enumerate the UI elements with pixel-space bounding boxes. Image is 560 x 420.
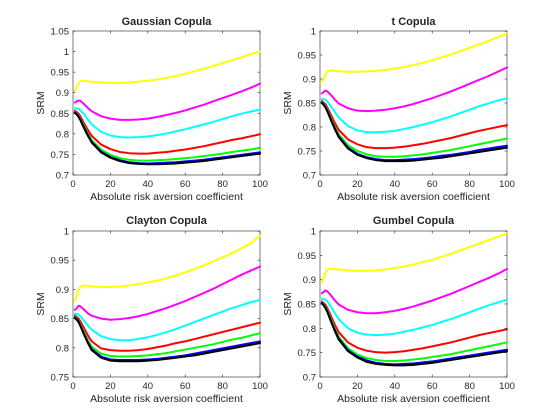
series-line-2 [73, 265, 261, 321]
x-tick-label: 100 [252, 381, 268, 392]
x-tick-label: 20 [352, 179, 363, 190]
x-tick-label: 40 [143, 381, 154, 392]
x-tick-label: 100 [252, 179, 268, 190]
y-tick-label: 0.75 [298, 348, 317, 359]
y-tick-label: 1 [64, 227, 69, 238]
y-tick-label: 0.7 [303, 373, 316, 384]
y-tick-label: 0.75 [51, 150, 70, 161]
y-tick-label: 0.8 [303, 324, 316, 335]
y-tick-label: 0.9 [303, 75, 316, 86]
x-tick-label: 20 [105, 179, 116, 190]
y-axis-label-clayton: SRM [35, 292, 47, 315]
y-tick-label: 0.85 [51, 314, 70, 325]
series-line-1 [320, 32, 508, 83]
x-tick-label: 80 [217, 179, 228, 190]
x-tick-label: 40 [390, 381, 401, 392]
y-tick-label: 0.8 [303, 123, 316, 134]
x-tick-label: 0 [70, 179, 75, 190]
panel-title-gaussian: Gaussian Copula [122, 16, 213, 28]
series-line-4 [73, 109, 261, 155]
y-tick-label: 0.95 [51, 256, 70, 267]
x-tick-label: 40 [143, 179, 154, 190]
series-line-7 [320, 102, 508, 163]
series-line-1 [73, 234, 261, 303]
y-tick-label: 0.8 [56, 129, 69, 140]
x-tick-label: 0 [70, 381, 75, 392]
y-tick-label: 0.7 [56, 171, 69, 182]
plot-t-marks: 0 20 40 60 80 100 0.7 0.75 0.8 0.85 0.9 0.95 1 [298, 27, 515, 191]
y-tick-label: 1 [311, 27, 316, 38]
series-line-3 [73, 107, 261, 139]
y-tick-label: 1 [311, 227, 316, 238]
series-line-2 [73, 82, 261, 121]
series-line-1 [320, 232, 508, 284]
y-tick-label: 0.95 [298, 251, 317, 262]
y-axis-label-gaussian: SRM [35, 91, 47, 114]
x-tick-label: 60 [180, 179, 191, 190]
series-line-3 [320, 298, 508, 337]
y-tick-label: 0.95 [51, 68, 70, 79]
y-tick-label: 1.05 [51, 27, 70, 38]
series-line-3 [320, 97, 508, 134]
y-tick-label: 0.85 [298, 99, 317, 110]
y-tick-label: 0.9 [56, 285, 69, 296]
x-tick-label: 60 [427, 179, 438, 190]
plot-clayton-marks: 0 20 40 60 80 100 0.75 0.8 0.85 0.9 0.95 1 [51, 227, 268, 393]
series-line-7 [320, 302, 508, 367]
y-tick-label: 0.7 [303, 171, 316, 182]
panel-title-gumbel: Gumbel Copula [373, 215, 455, 227]
x-axis-label-clayton: Absolute risk aversion coefficient [90, 393, 243, 405]
series-line-1 [73, 50, 261, 92]
series-line-4 [320, 300, 508, 354]
series-line-7 [73, 111, 261, 166]
x-tick-label: 40 [390, 179, 401, 190]
y-axis-label-t: SRM [282, 91, 294, 114]
x-tick-label: 60 [180, 381, 191, 392]
series-line-4 [73, 314, 261, 352]
series-line-7 [73, 317, 261, 363]
y-tick-label: 0.8 [56, 343, 69, 354]
series-line-2 [320, 267, 508, 315]
plot-gumbel-marks: 0 20 40 60 80 100 0.7 0.75 0.8 0.85 0.9 0.95 1 [298, 227, 515, 393]
x-tick-label: 0 [317, 381, 322, 392]
y-tick-label: 1 [64, 47, 69, 58]
y-tick-label: 0.75 [51, 373, 70, 384]
x-tick-label: 20 [105, 381, 116, 392]
panel-title-t: t Copula [392, 16, 437, 28]
series-line-2 [320, 66, 508, 113]
y-tick-label: 0.9 [303, 275, 316, 286]
x-tick-label: 0 [317, 179, 322, 190]
x-tick-label: 80 [464, 179, 475, 190]
x-axis-label-gaussian: Absolute risk aversion coefficient [90, 191, 243, 203]
x-tick-label: 60 [427, 381, 438, 392]
series-line-3 [73, 298, 261, 342]
y-tick-label: 0.75 [298, 147, 317, 158]
plot-gaussian-marks: 0 20 40 60 80 100 0.7 0.75 0.8 0.85 0.9 0.95 1 1.05 [51, 27, 268, 191]
x-tick-label: 80 [217, 381, 228, 392]
y-tick-label: 0.95 [298, 51, 317, 62]
x-axis-label-t: Absolute risk aversion coefficient [337, 191, 490, 203]
x-tick-label: 80 [464, 381, 475, 392]
y-axis-label-gumbel: SRM [282, 292, 294, 315]
panel-title-clayton: Clayton Copula [126, 215, 208, 227]
x-tick-label: 100 [499, 179, 515, 190]
x-tick-label: 100 [499, 381, 515, 392]
x-tick-label: 20 [352, 381, 363, 392]
y-tick-label: 0.85 [298, 300, 317, 311]
y-tick-label: 0.85 [51, 109, 70, 120]
y-tick-label: 0.9 [56, 88, 69, 99]
x-axis-label-gumbel: Absolute risk aversion coefficient [337, 393, 490, 405]
series-line-4 [320, 100, 508, 150]
